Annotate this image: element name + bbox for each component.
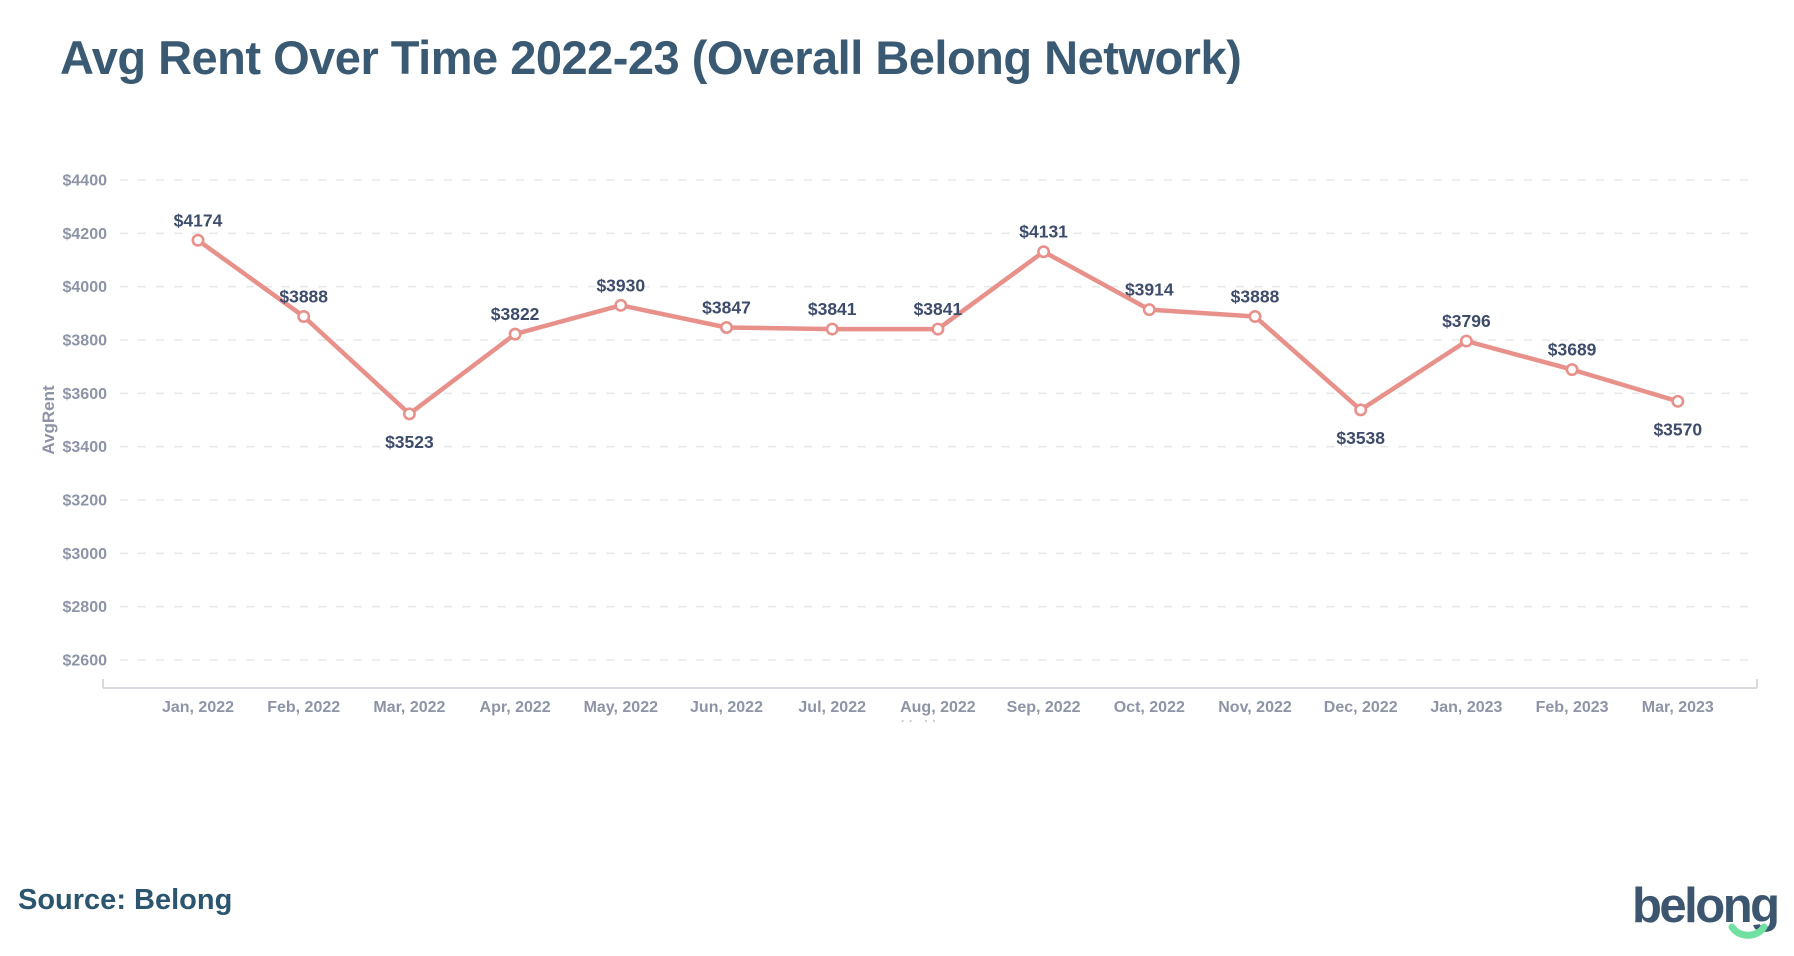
data-point-label: $3914 (1125, 280, 1174, 300)
y-tick-label: $3400 (63, 439, 108, 456)
x-tick-label: Dec, 2022 (1324, 699, 1398, 716)
data-point-label: $3796 (1442, 311, 1491, 331)
data-point-marker (825, 322, 839, 336)
belong-logo: belong (1632, 878, 1782, 948)
data-point-marker (297, 310, 311, 324)
x-tick-label: Feb, 2022 (267, 699, 340, 716)
data-point-label: $3822 (491, 304, 540, 324)
data-point-label: $4174 (174, 210, 223, 230)
belong-smile-icon (1728, 923, 1768, 939)
data-point-marker (614, 298, 628, 312)
y-tick-label: $2600 (63, 653, 108, 670)
x-tick-label: Jul, 2022 (798, 699, 866, 716)
data-point-label: $3570 (1653, 419, 1702, 439)
y-tick-label: $4000 (63, 279, 108, 296)
data-point-marker (1354, 403, 1368, 417)
source-caption: Source: Belong (18, 884, 233, 916)
data-point-marker (402, 407, 416, 421)
x-tick-label: Sep, 2022 (1007, 699, 1081, 716)
x-tick-label: Apr, 2022 (480, 699, 551, 716)
data-point-marker (191, 233, 205, 247)
x-tick-label: Jan, 2022 (162, 699, 234, 716)
belong-logo-text: belong (1632, 879, 1780, 933)
data-point-label: $3689 (1548, 340, 1597, 360)
data-point-label: $3888 (1231, 287, 1280, 307)
data-point-label: $3538 (1336, 428, 1385, 448)
data-point-marker (1459, 334, 1473, 348)
x-tick-label: Nov, 2022 (1218, 699, 1292, 716)
x-tick-label: Jun, 2022 (690, 699, 763, 716)
data-point-marker (1037, 245, 1051, 259)
stray-marks: ·· ·· (901, 714, 941, 728)
data-point-label: $4131 (1019, 222, 1068, 242)
y-tick-label: $3200 (63, 493, 108, 510)
data-point-marker (1565, 363, 1579, 377)
y-axis-title: AvgRent (39, 385, 58, 455)
page-title: Avg Rent Over Time 2022-23 (Overall Belo… (60, 31, 1242, 84)
data-point-label: $3841 (914, 299, 963, 319)
x-tick-label: Mar, 2022 (373, 699, 445, 716)
x-tick-label: Jan, 2023 (1430, 699, 1502, 716)
data-point-label: $3847 (702, 297, 751, 317)
data-point-label: $3930 (596, 275, 645, 295)
x-tick-label: Aug, 2022 (900, 699, 976, 716)
y-tick-label: $4200 (63, 226, 108, 243)
data-point-label: $3523 (385, 432, 434, 452)
y-tick-label: $2800 (63, 599, 108, 616)
data-point-marker (931, 322, 945, 336)
data-point-marker (1248, 310, 1262, 324)
x-tick-label: Mar, 2023 (1642, 699, 1714, 716)
x-tick-label: May, 2022 (584, 699, 659, 716)
data-point-label: $3888 (279, 287, 328, 307)
data-point-label: $3841 (808, 299, 857, 319)
data-point-marker (508, 327, 522, 341)
y-tick-label: $4400 (63, 173, 108, 190)
y-tick-label: $3800 (63, 333, 108, 350)
y-tick-label: $3600 (63, 386, 108, 403)
x-tick-label: Oct, 2022 (1114, 699, 1185, 716)
data-point-marker (1142, 303, 1156, 317)
y-tick-label: $3000 (63, 546, 108, 563)
data-point-marker (1671, 394, 1685, 408)
x-tick-label: Feb, 2023 (1536, 699, 1609, 716)
data-point-marker (719, 320, 733, 334)
